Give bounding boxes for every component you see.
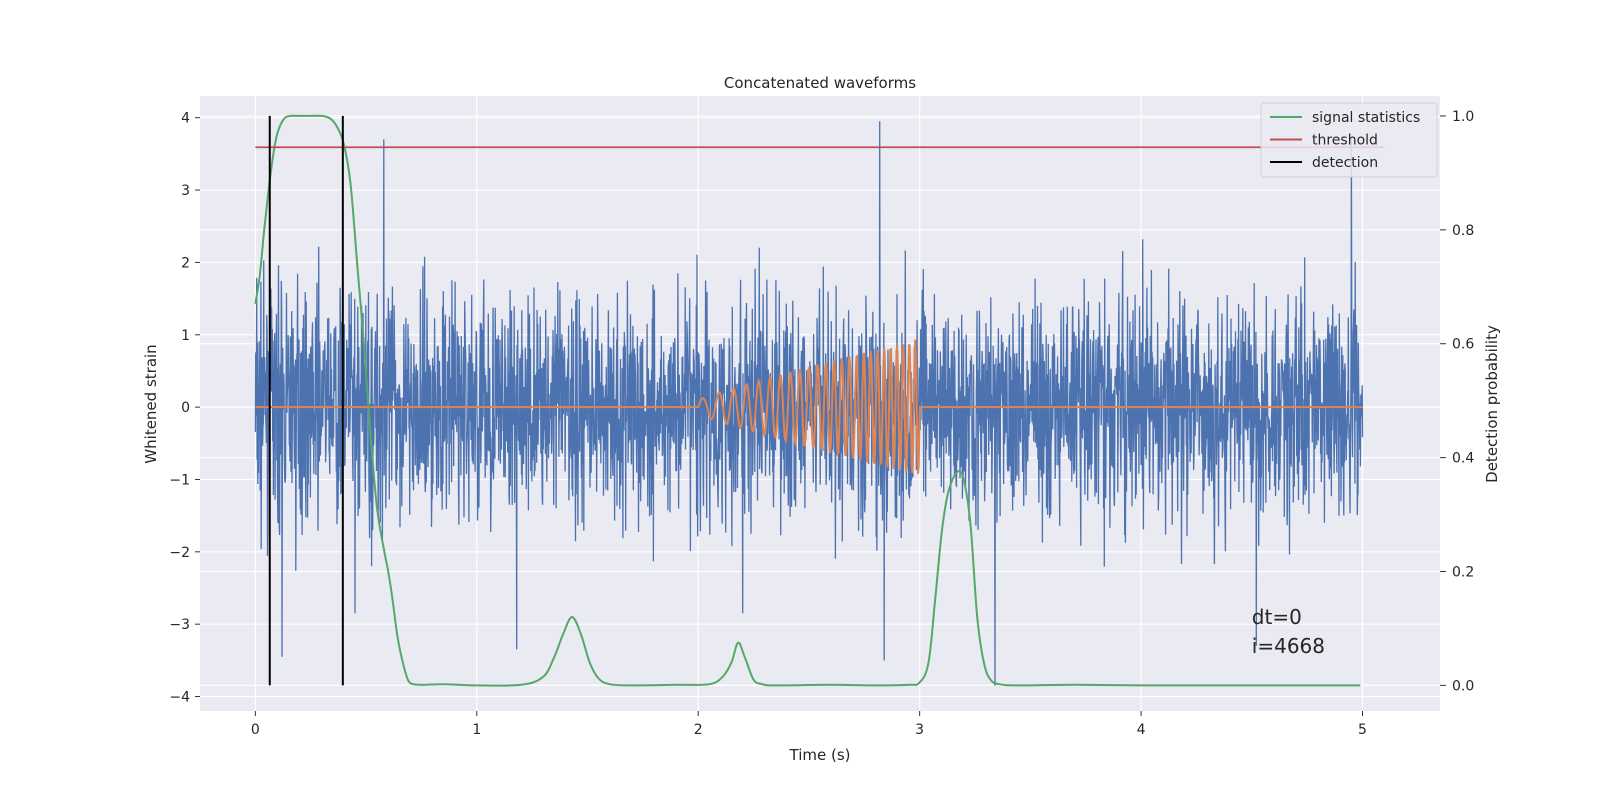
y-tick-label: −3 [169, 617, 190, 633]
y-right-tick-label: 1.0 [1452, 109, 1474, 125]
y-tick-label: 2 [181, 255, 190, 271]
y-tick-label: 1 [181, 328, 190, 344]
x-tick-label: 1 [472, 722, 481, 738]
y-tick-label: 4 [181, 111, 190, 127]
annotation-text: i=4668 [1252, 634, 1325, 658]
legend: signal statistics threshold detection [1260, 102, 1438, 178]
legend-entry: threshold [1312, 133, 1378, 149]
y-axis-ticks: −4 −3 −2 −1 0 1 2 3 4 [169, 111, 200, 706]
detection-series [268, 115, 344, 686]
x-axis-ticks: 0 1 2 3 4 5 [251, 711, 1367, 738]
y-tick-label: −1 [169, 472, 190, 488]
y-right-axis-label: Detection probability [1483, 325, 1501, 483]
x-axis-label: Time (s) [789, 746, 851, 764]
x-tick-label: 0 [251, 722, 260, 738]
legend-entry: detection [1312, 155, 1378, 171]
legend-box [1260, 102, 1438, 178]
chart-title: Concatenated waveforms [724, 74, 916, 92]
y-right-tick-label: 0.6 [1452, 337, 1474, 353]
y-tick-label: −2 [169, 545, 190, 561]
signal-statistics-series [254, 114, 1361, 687]
chirp-series [255, 339, 1363, 474]
y-right-axis-ticks: 0.0 0.2 0.4 0.6 0.8 1.0 [1440, 109, 1474, 694]
y-tick-label: 0 [181, 400, 190, 416]
x-tick-label: 3 [915, 722, 924, 738]
annotation-text: dt=0 [1252, 605, 1302, 629]
annotations: dt=0 i=4668 [1252, 605, 1325, 658]
legend-entry: signal statistics [1312, 110, 1420, 126]
y-tick-label: −4 [169, 690, 190, 706]
chirp-line [255, 339, 1363, 474]
y-tick-label: 3 [181, 183, 190, 199]
y-right-tick-label: 0.4 [1452, 451, 1474, 467]
y-right-tick-label: 0.2 [1452, 564, 1474, 580]
y-axis-label: Whitened strain [142, 344, 160, 463]
y-right-tick-label: 0.8 [1452, 223, 1474, 239]
y-right-tick-label: 0.0 [1452, 678, 1474, 694]
noise-series [254, 121, 1364, 686]
noise-line [254, 121, 1364, 686]
x-tick-label: 2 [694, 722, 703, 738]
x-tick-label: 5 [1358, 722, 1367, 738]
signal-statistics-line [254, 114, 1361, 687]
x-tick-label: 4 [1137, 722, 1146, 738]
